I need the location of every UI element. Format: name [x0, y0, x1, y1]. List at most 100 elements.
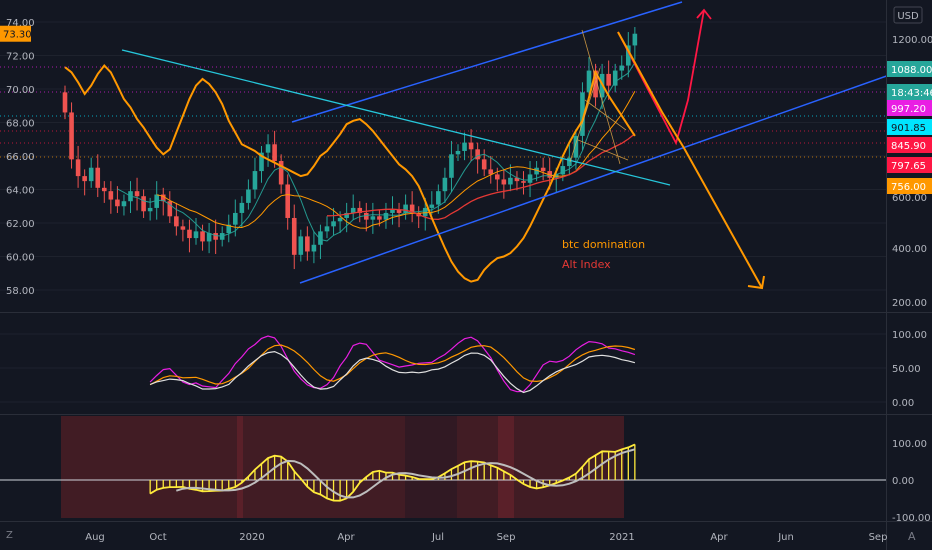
oscillator-2 [0, 443, 886, 502]
osc2-shaded-band [405, 416, 457, 518]
price-label-box [887, 137, 932, 153]
candle-body [147, 207, 153, 212]
candle-body [108, 191, 114, 200]
candle-body [547, 171, 552, 178]
osc2-shaded-band [237, 416, 243, 518]
price-label: 756.00 [891, 182, 926, 193]
candle-body [154, 194, 159, 208]
osc1-orange [149, 344, 636, 386]
candles [62, 27, 638, 270]
candle-body [311, 244, 317, 252]
candle-body [318, 231, 323, 245]
arrow-red-path [617, 9, 705, 146]
candle-body [514, 177, 520, 182]
candle-body [449, 154, 454, 178]
x-axis-tick: Apr [337, 532, 355, 543]
right-axis-tick: 1200.00 [892, 35, 932, 46]
annotation-btc-domination: btc domination [562, 238, 645, 251]
osc1-white [149, 350, 636, 394]
candle-body [586, 70, 592, 93]
candle-body [252, 171, 258, 190]
candle-body [95, 167, 101, 188]
candle-body [475, 149, 480, 160]
right-axis-tick: 600.00 [892, 193, 927, 204]
candle-body [62, 92, 68, 113]
price-labels: 1088.00 18:43:46 997.20 901.85 845.90 797.65 7… [887, 61, 932, 194]
x-axis-tick: 2021 [609, 532, 634, 543]
candle-body [390, 209, 395, 213]
arrow-orange-path [617, 31, 763, 289]
candle-body [632, 33, 638, 46]
candle-body [246, 189, 251, 203]
candle-body [593, 70, 598, 98]
candle-body [344, 212, 349, 218]
overlays [64, 1, 886, 290]
candle-body [180, 226, 186, 230]
candle-body [403, 204, 408, 213]
candle-body [488, 169, 494, 175]
arrow-red-head [696, 8, 712, 20]
price-label: 997.20 [891, 104, 926, 115]
right-axis-tick: 400.00 [892, 244, 927, 255]
candle-body [495, 174, 500, 180]
candle-body [573, 135, 579, 158]
candle-body [508, 177, 513, 185]
candle-body [383, 212, 389, 220]
osc1-magenta [149, 335, 636, 393]
ma-line [326, 133, 636, 221]
channel-upper-line [291, 1, 683, 123]
oscillator-1 [149, 335, 636, 394]
left-axis-tick: 74.00 [6, 18, 35, 29]
candle-body [88, 167, 94, 182]
candle-body [396, 209, 402, 213]
fib-lines [569, 29, 629, 165]
left-axis-tick: 64.00 [6, 186, 35, 197]
left-axis-tick: 58.00 [6, 286, 35, 297]
auto-scale-icon[interactable]: A [908, 530, 916, 543]
candle-body [580, 92, 585, 136]
candle-body [527, 174, 533, 183]
descending-trendline [121, 49, 671, 186]
candle-body [213, 233, 218, 240]
candle-body [429, 204, 435, 208]
candle-body [75, 159, 81, 177]
candle-body [167, 201, 173, 217]
x-axis-tick: Apr [710, 532, 728, 543]
candle-body [442, 177, 448, 192]
price-label: 845.90 [891, 141, 926, 152]
candle-body [141, 196, 146, 212]
candle-body [481, 159, 487, 170]
candle-body [160, 194, 166, 202]
candle-body [409, 204, 415, 213]
candle-body [305, 236, 310, 252]
currency-button[interactable] [893, 6, 923, 24]
candle-body [455, 150, 461, 155]
candle-body [606, 73, 611, 86]
candle-body [115, 199, 120, 207]
candle-body [206, 233, 212, 242]
timezone-icon[interactable]: Z [6, 530, 13, 541]
candle-body [285, 184, 290, 218]
left-axis-tick: 70.00 [6, 85, 35, 96]
currency-label: USD [897, 11, 919, 22]
right-axis-tick: 200.00 [892, 298, 927, 309]
candle-body [69, 112, 74, 160]
osc2-shaded-band [498, 416, 514, 518]
price-label-box [887, 119, 932, 135]
candle-body [501, 179, 507, 185]
price-label: 901.85 [891, 123, 926, 134]
candle-body [187, 229, 192, 239]
osc1-axis-tick: 100.00 [892, 330, 927, 341]
left-axis-tick: 72.00 [6, 52, 35, 63]
candle-body [337, 217, 343, 222]
candle-body [422, 207, 428, 217]
candle-body [298, 236, 304, 255]
current-value-label: 73.30 [3, 30, 32, 41]
price-label: 1088.00 [891, 65, 932, 76]
axes: 74.00 72.00 70.00 68.00 66.00 64.00 62.00 60.00… [0, 18, 932, 543]
price-label-box [887, 178, 932, 194]
current-value-tag [0, 25, 31, 42]
price-label-box [887, 61, 932, 77]
price-label-box [887, 100, 932, 116]
